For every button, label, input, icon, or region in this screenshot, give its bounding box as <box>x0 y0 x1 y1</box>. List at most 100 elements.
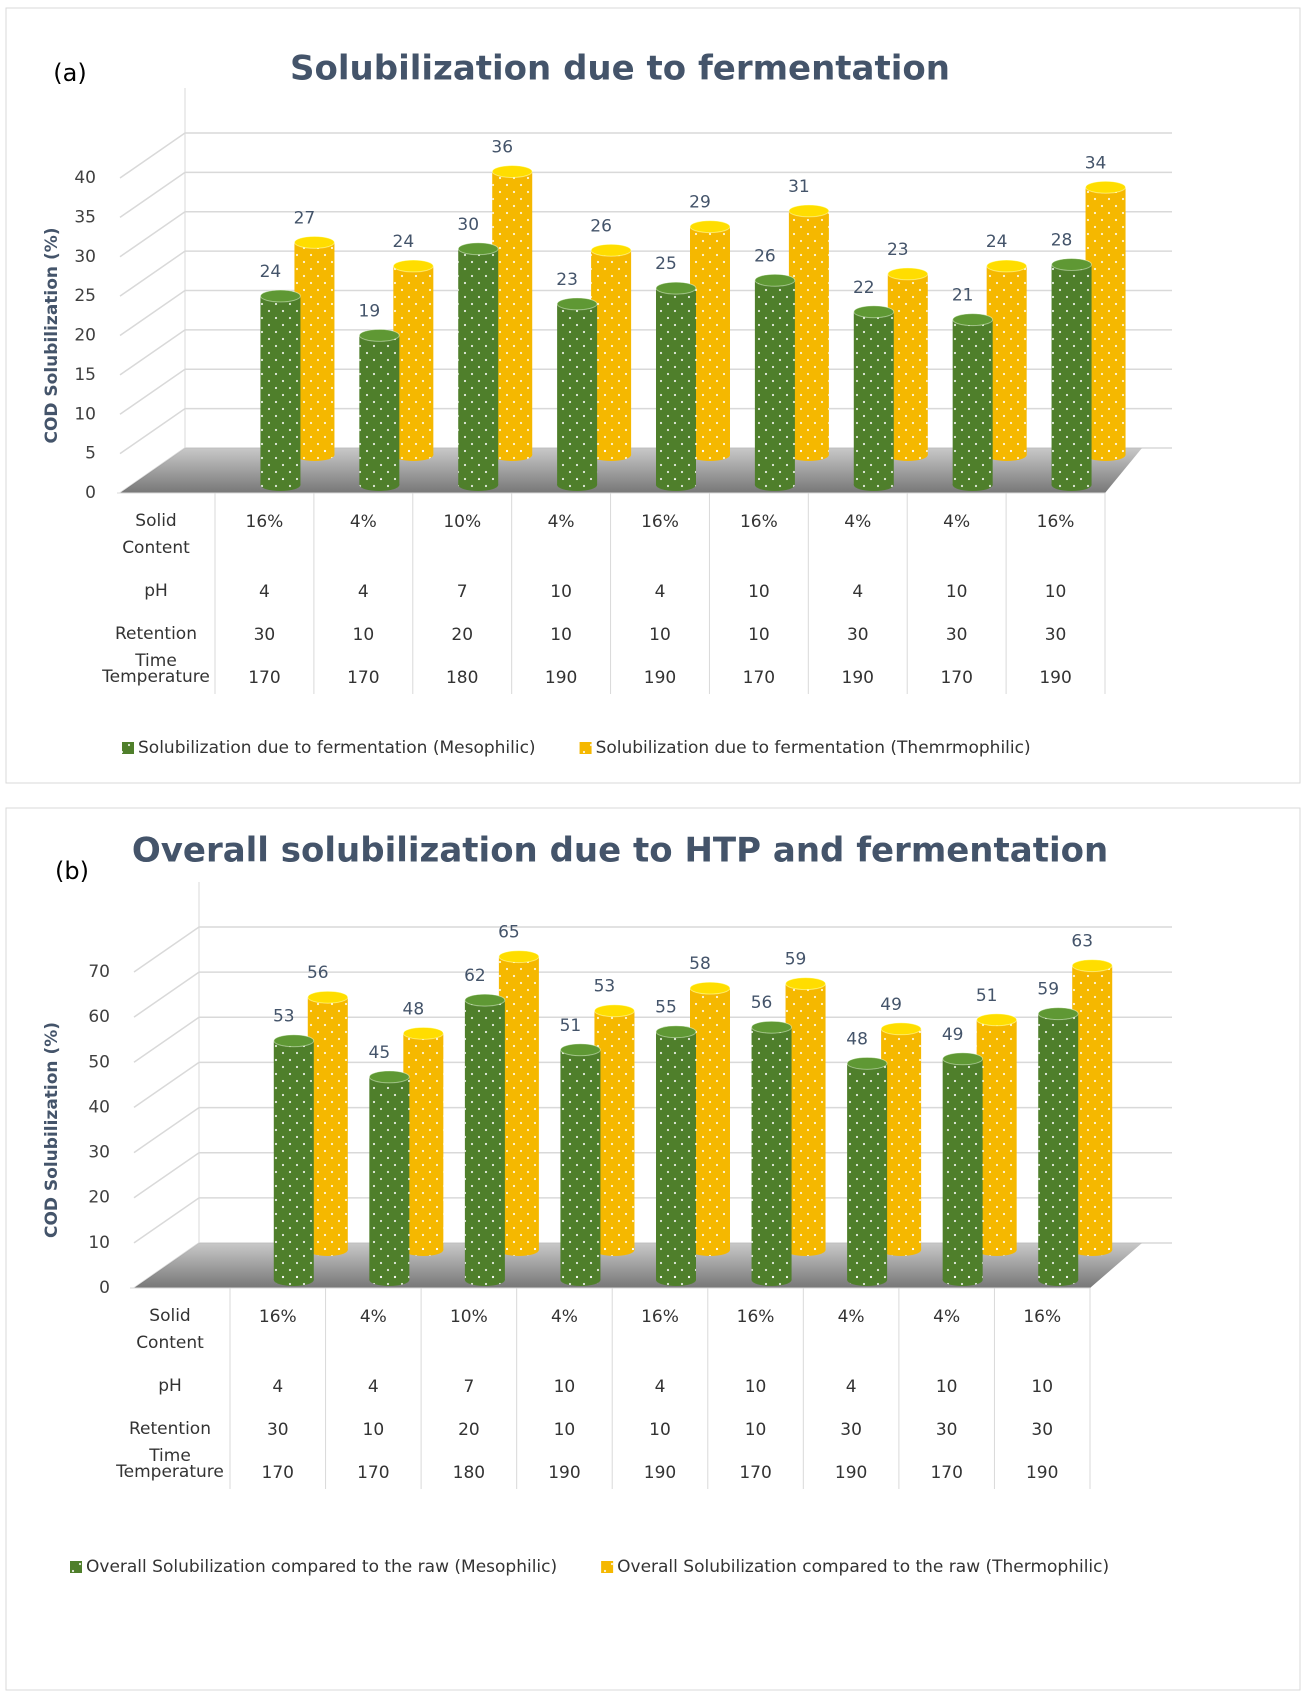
table-cell: 4% <box>838 1307 865 1327</box>
bar-top <box>942 1052 984 1066</box>
bar-texture <box>952 319 993 485</box>
row-label: pH <box>158 1376 182 1396</box>
row-label-box: Temperature <box>102 667 210 687</box>
table-cell: 16% <box>1037 512 1075 532</box>
value-label: 62 <box>464 966 486 986</box>
value-label: 22 <box>853 278 875 298</box>
table-cell: 4 <box>655 1377 666 1397</box>
table-cell: 170 <box>347 668 379 688</box>
table-cell: 16% <box>259 1307 297 1327</box>
table-cell: 4 <box>846 1377 857 1397</box>
bar-top <box>1085 180 1127 194</box>
bar-top <box>689 220 731 234</box>
bar-texture <box>785 983 826 1250</box>
grid-line <box>119 171 1172 218</box>
chart-title: Overall solubilization due to HTP and fe… <box>132 831 1108 871</box>
table-cell: 10 <box>1045 582 1067 602</box>
table-cell: 190 <box>644 1463 676 1483</box>
y-tick-label: 40 <box>74 168 96 188</box>
bar-bottom-texture <box>754 479 795 491</box>
bar-bottom-texture <box>751 1274 792 1286</box>
value-label: 24 <box>260 262 282 282</box>
y-axis-title: COD Solubilization (%) <box>42 227 62 443</box>
table-cell: 16% <box>1023 1307 1061 1327</box>
y-tick-label: 20 <box>74 326 96 346</box>
table-cell: 16% <box>740 512 778 532</box>
table-cell: 190 <box>1039 668 1071 688</box>
table-cell: 10 <box>745 1377 767 1397</box>
bar-bottom-texture <box>594 1244 635 1256</box>
bar-texture <box>260 296 301 485</box>
y-tick-label: 70 <box>88 962 110 982</box>
table-cell: 190 <box>1026 1463 1058 1483</box>
bar-texture <box>788 210 829 455</box>
table-cell: 30 <box>946 625 968 645</box>
bar-texture <box>690 226 730 455</box>
bar-bottom-texture <box>260 479 301 491</box>
value-label: 23 <box>887 240 909 260</box>
bar-bottom-texture <box>464 1274 505 1286</box>
row-label-box: Retention Time <box>129 1419 211 1466</box>
table-cell: 10 <box>745 1420 767 1440</box>
bar-top <box>556 297 598 311</box>
table-cell: 10 <box>554 1420 576 1440</box>
table-cell: 10 <box>363 1420 385 1440</box>
row-label: Retention Time <box>129 1419 211 1466</box>
table-cell: 170 <box>357 1463 389 1483</box>
bar-texture <box>942 1058 983 1280</box>
bar-top <box>880 1022 922 1036</box>
value-label: 34 <box>1085 153 1107 173</box>
grid-line <box>119 132 1172 179</box>
table-cell: 10% <box>443 512 481 532</box>
y-tick-label: 15 <box>74 365 96 385</box>
row-label: Retention Time <box>115 624 197 671</box>
table-cell: 30 <box>254 625 276 645</box>
value-label: 48 <box>846 1029 868 1049</box>
row-label: Temperature <box>116 1462 224 1482</box>
grid-line <box>119 250 1172 297</box>
table-cell: 4 <box>259 582 270 602</box>
bar-bottom-texture <box>458 479 499 491</box>
bar-bottom-texture <box>976 1244 1017 1256</box>
chart-title: Solubilization due to fermentation <box>290 49 950 89</box>
bar-texture <box>656 288 696 485</box>
grid-line <box>133 971 1172 1018</box>
bar-texture <box>591 250 632 455</box>
value-label: 45 <box>369 1043 391 1063</box>
table-cell: 7 <box>457 582 468 602</box>
value-label: 51 <box>976 986 998 1006</box>
value-label: 48 <box>403 999 425 1019</box>
bar-top <box>751 1020 793 1034</box>
y-tick-label: 50 <box>88 1052 110 1072</box>
value-label: 19 <box>359 301 381 321</box>
bar-texture <box>976 1019 1017 1250</box>
table-cell: 16% <box>246 512 284 532</box>
table-cell: 170 <box>940 668 972 688</box>
legend-swatch-texture <box>601 1561 614 1573</box>
grid-line <box>119 289 1172 337</box>
row-label: Solid Content <box>122 511 190 558</box>
row-label: Temperature <box>102 667 210 687</box>
legend-label: Solubilization due to fermentation (Them… <box>596 738 1031 758</box>
bar-top <box>952 313 994 327</box>
table-cell: 10 <box>649 625 671 645</box>
bar-bottom-texture <box>853 479 894 491</box>
bar-top <box>273 1034 315 1048</box>
grid-line <box>119 329 1172 376</box>
y-tick-label: 5 <box>85 444 96 464</box>
table-cell: 4% <box>551 1307 578 1327</box>
table-cell: 4% <box>350 512 377 532</box>
table-cell: 10 <box>1031 1377 1053 1397</box>
y-tick-label: 20 <box>88 1188 110 1208</box>
bar-bottom-texture <box>393 449 434 461</box>
bar-texture <box>369 1076 410 1280</box>
bar-top <box>590 243 632 257</box>
table-cell: 10 <box>550 582 572 602</box>
bar-top <box>358 328 400 342</box>
value-label: 56 <box>307 963 329 983</box>
table-cell: 190 <box>835 1463 867 1483</box>
y-tick-label: 35 <box>74 207 96 227</box>
bar-texture <box>359 335 400 485</box>
bar-texture <box>881 1028 922 1250</box>
